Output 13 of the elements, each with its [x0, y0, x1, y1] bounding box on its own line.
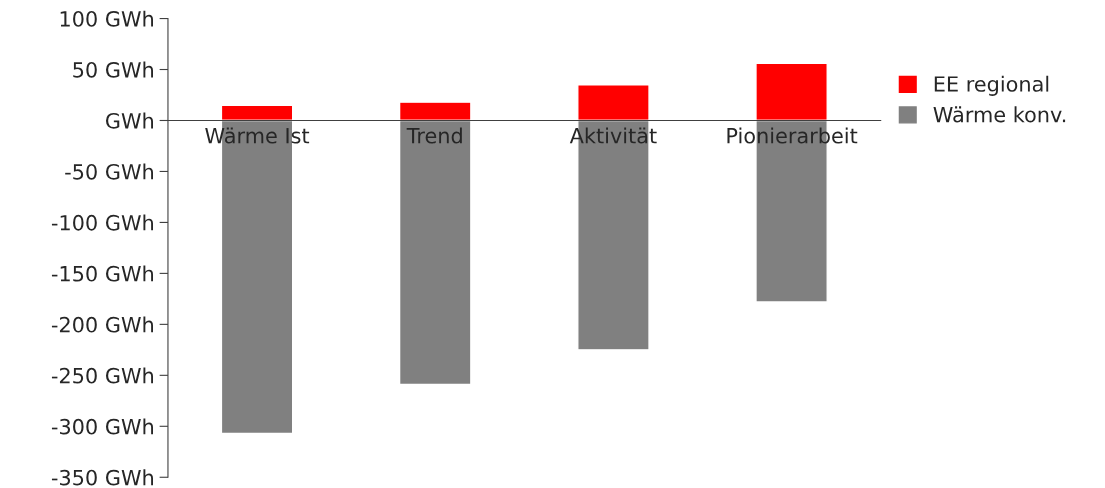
legend-label: EE regional: [934, 75, 1049, 96]
y-tick-label: -150 GWh: [51, 265, 153, 282]
y-tick-label: -300 GWh: [51, 418, 153, 435]
y-tick-label: 50 GWh: [73, 61, 153, 78]
y-tick-label: -250 GWh: [51, 367, 153, 384]
y-tick-label: GWh: [105, 112, 153, 129]
y-tick-label: 100 GWh: [60, 10, 153, 27]
legend-label: Wärme konv.: [933, 106, 1066, 123]
y-tick-label: -50 GWh: [65, 163, 153, 180]
y-tick-label: -200 GWh: [51, 316, 153, 333]
y-tick-label: -350 GWh: [51, 469, 153, 486]
x-tick-label: Trend: [406, 127, 462, 144]
y-tick-label: -100 GWh: [51, 214, 153, 231]
